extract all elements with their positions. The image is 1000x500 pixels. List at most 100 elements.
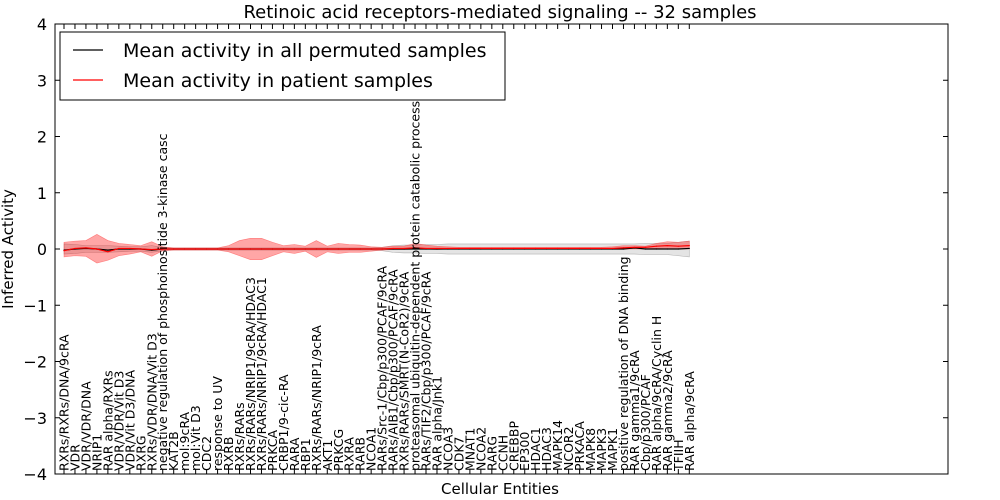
x-tick-label: RAR gamma1/9cRA [627,350,642,471]
data-point [260,248,263,250]
x-tick-label: NCOA3 [440,427,455,471]
x-tick-label: RXRs/RXRs/DNA/9cRA [57,334,72,471]
x-tick-label: RARs/TIF2/Cbp/p300/PCAF/9cRA [419,271,434,471]
data-point [655,245,657,247]
data-point [524,247,526,250]
x-tick-label: CCNH [495,435,510,471]
x-tick-label: EP300 [517,432,532,471]
data-point [589,247,592,250]
data-point [96,248,98,250]
data-point [118,247,120,250]
x-tick-label: negative regulation of phosphoinositide … [155,133,170,471]
y-axis-ticks: 4 3 2 1 0 −1 −2 −3 −4 [23,15,948,484]
data-point [666,245,668,247]
legend: Mean activity in all permuted samples Me… [59,31,506,101]
data-point [480,247,482,250]
x-tick-label: CRBP1/9-cic-RA [276,374,291,471]
data-point [107,251,109,253]
x-tick-label: RAR alpha/9cRA [682,371,697,471]
data-point [436,247,438,250]
x-tick-label: Cbp/p300/PCAF [638,374,653,471]
x-tick-label: PRKACA [572,421,587,471]
x-tick-label: HDAC1 [528,427,543,471]
data-point [74,247,76,250]
x-tick-label: NCOR2 [561,426,576,471]
data-point [644,248,647,250]
y-tick-label: −4 [23,465,47,484]
chart-title: Retinoic acid receptors-mediated signali… [243,2,756,23]
x-tick-label: CDK7 [451,436,466,471]
x-tick-label: VDR/VDR/DNA [78,381,93,471]
data-point [578,247,581,250]
data-point [403,247,405,250]
data-point [63,250,65,252]
x-tick-label: RXRs/RARs [232,402,247,471]
data-point [677,245,679,247]
y-tick-label: 3 [37,71,47,90]
data-point [140,248,142,250]
data-point [392,247,394,250]
data-point [151,248,153,251]
data-point [216,248,219,250]
data-point [271,248,274,250]
data-point [458,247,460,250]
x-tick-label: RAR alpha/RXRs [100,370,115,471]
data-point [370,248,372,250]
data-point [315,248,317,250]
x-tick-label: mol:9cRA [177,411,192,471]
x-tick-label: MAPK8 [583,428,598,471]
data-point [184,248,186,250]
x-tick-label: RXRs/VDR/DNA/Vit D3 [144,333,159,471]
x-tick-label: MNAT1 [462,428,477,471]
data-point [546,247,548,250]
x-tick-label: RBP1 [298,438,313,471]
data-point [162,248,164,250]
x-tick-label: proteasomal ubiquitin-dependent protein … [408,101,423,471]
x-tick-label: RXRs/RARs/NRIP1/9cRA/HDAC3 [243,277,258,471]
x-tick-label: CREBBP [506,421,521,471]
y-axis-label: Inferred Activity [0,189,17,309]
x-tick-label: NCOA1 [364,427,379,471]
data-point [600,247,603,250]
data-point [304,248,306,250]
y-tick-label: 2 [37,128,47,147]
x-tick-label: VDR/Vit D3/DNA [122,370,137,471]
data-point [513,247,515,250]
data-point [249,248,252,250]
x-tick-label: CDC2 [199,436,214,471]
data-point [469,247,471,250]
y-tick-label: −2 [23,353,47,372]
data-point [195,248,197,250]
data-point [337,248,339,250]
x-tick-label: MAPK3 [594,428,609,471]
legend-label-permuted: Mean activity in all permuted samples [123,40,486,62]
x-tick-label: RAR gamma2/9cRA [660,350,675,471]
data-point [282,248,284,250]
data-point [644,246,647,248]
series-lines [63,245,690,253]
data-point [622,247,625,249]
x-tick-label: RXRG [133,435,148,471]
x-tick-label: RXRs/RARs/NRIP1/9cRA/HDAC1 [254,277,269,471]
x-tick-label: MAPK1 [605,428,620,471]
data-point [633,246,636,248]
x-tick-label: RARA [287,437,302,471]
data-point [502,247,504,250]
data-point [491,247,493,250]
data-point [381,248,383,250]
x-tick-label: PRKCG [331,429,346,471]
data-point [568,247,570,250]
series-line-patient [63,245,690,253]
x-tick-label: RARB [353,437,368,471]
legend-box [59,31,506,101]
y-tick-label: −1 [23,296,47,315]
x-tick-label: NCOA2 [473,427,488,471]
data-point [535,247,537,250]
x-tick-label: RAR alpha/Jnk1 [429,376,444,471]
x-tick-label: RXRB [221,436,236,471]
data-point [688,247,690,250]
data-point [677,248,679,250]
x-tick-label: RXRs/RARs/NRIP1/9cRA [309,325,324,471]
x-tick-label: positive regulation of DNA binding [616,256,631,471]
